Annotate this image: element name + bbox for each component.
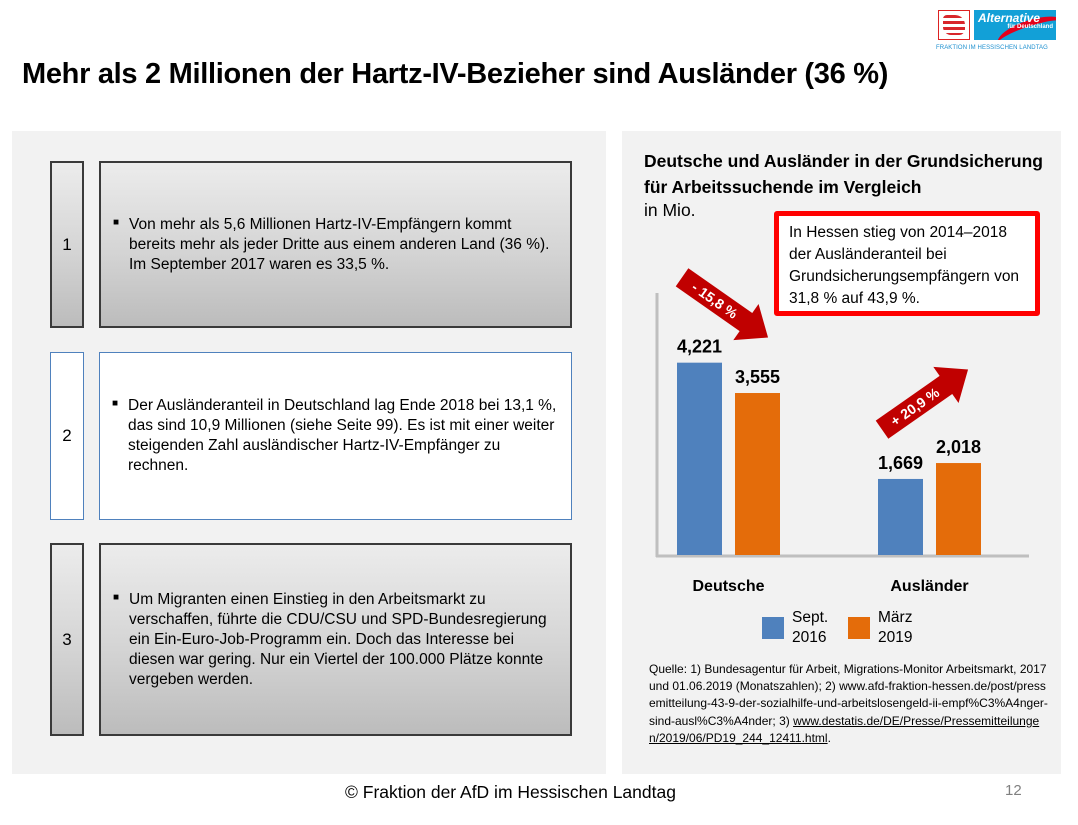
point-number-3: 3: [50, 543, 84, 736]
category-label: Ausländer: [890, 578, 968, 595]
point-text-box-3: ■ Um Migranten einen Einstieg in den Arbe…: [99, 543, 572, 736]
hessen-callout-box: In Hessen stieg von 2014–2018 der Auslän…: [774, 211, 1040, 316]
source-note: Quelle: 1) Bundesagentur für Arbeit, Mig…: [649, 661, 1049, 747]
legend-item-sept-2016: Sept. 2016: [762, 608, 842, 648]
logo-sub: für Deutschland: [1007, 24, 1053, 30]
chart-unit-label: in Mio.: [644, 200, 696, 220]
data-label: 2,018: [936, 437, 981, 457]
legend-item-maerz-2019: März 2019: [848, 608, 928, 648]
bullet-icon: ■: [113, 591, 120, 603]
change-arrow-up-icon: + 20,9 %: [875, 366, 969, 439]
page-number: 12: [1005, 782, 1022, 799]
point-text-box-2: ■ Der Ausländeranteil in Deutschland lag …: [99, 352, 572, 520]
arrow-shape: [675, 268, 769, 341]
bar-deutsche-0: [677, 362, 722, 555]
bar-ausländer-1: [936, 463, 981, 555]
category-label: Deutsche: [692, 578, 764, 595]
point-text: Der Ausländeranteil in Deutschland lag E…: [128, 397, 557, 474]
legend-label-line2: 2019: [878, 629, 913, 646]
bar-deutsche-1: [735, 393, 780, 555]
bar-ausländer-0: [878, 478, 923, 555]
legend-label-line1: März: [878, 609, 913, 626]
page-title: Mehr als 2 Millionen der Hartz-IV-Bezieh…: [22, 58, 889, 90]
afd-logo: Alternative für Deutschland FRAKTION IM …: [934, 6, 1062, 54]
arrow-shape: [875, 366, 969, 439]
change-label: + 20,9 %: [887, 384, 942, 429]
point-text-box-1: ■ Von mehr als 5,6 Millionen Hartz-IV-Emp…: [99, 161, 572, 328]
source-text: Quelle: 1) Bundesagentur für Arbeit, Mig…: [649, 662, 1048, 728]
chart-legend: Sept. 2016 März 2019: [762, 608, 934, 648]
source-link[interactable]: www.destatis.de/DE/Presse/Pressemitteilu…: [649, 713, 1040, 745]
point-text: Von mehr als 5,6 Millionen Hartz-IV-Empf…: [129, 215, 550, 273]
legend-label-line1: Sept.: [792, 609, 829, 626]
source-end: .: [827, 730, 831, 745]
point-text: Um Migranten einen Einstieg in den Arbei…: [129, 590, 547, 688]
legend-swatch-maerz-2019: [848, 617, 870, 639]
legend-swatch-sept-2016: [762, 617, 784, 639]
logo-name: Alternative: [978, 11, 1041, 25]
legend-label-line2: 2016: [792, 629, 827, 646]
data-label: 4,221: [677, 337, 722, 357]
point-number-2: 2: [50, 352, 84, 520]
hessen-lion-crest-icon: [938, 10, 970, 40]
data-label: 3,555: [735, 367, 780, 387]
logo-tagline: FRAKTION IM HESSISCHEN LANDTAG: [936, 45, 1048, 51]
chart-title: Deutsche und Ausländer in der Grundsiche…: [644, 151, 1043, 197]
bullet-icon: ■: [112, 398, 119, 409]
alternative-brand-mark: Alternative für Deutschland: [974, 10, 1056, 40]
bullet-icon: ■: [113, 216, 120, 228]
point-number-1: 1: [50, 161, 84, 328]
footer-copyright: © Fraktion der AfD im Hessischen Landtag: [345, 782, 676, 802]
data-label: 1,669: [878, 453, 923, 473]
